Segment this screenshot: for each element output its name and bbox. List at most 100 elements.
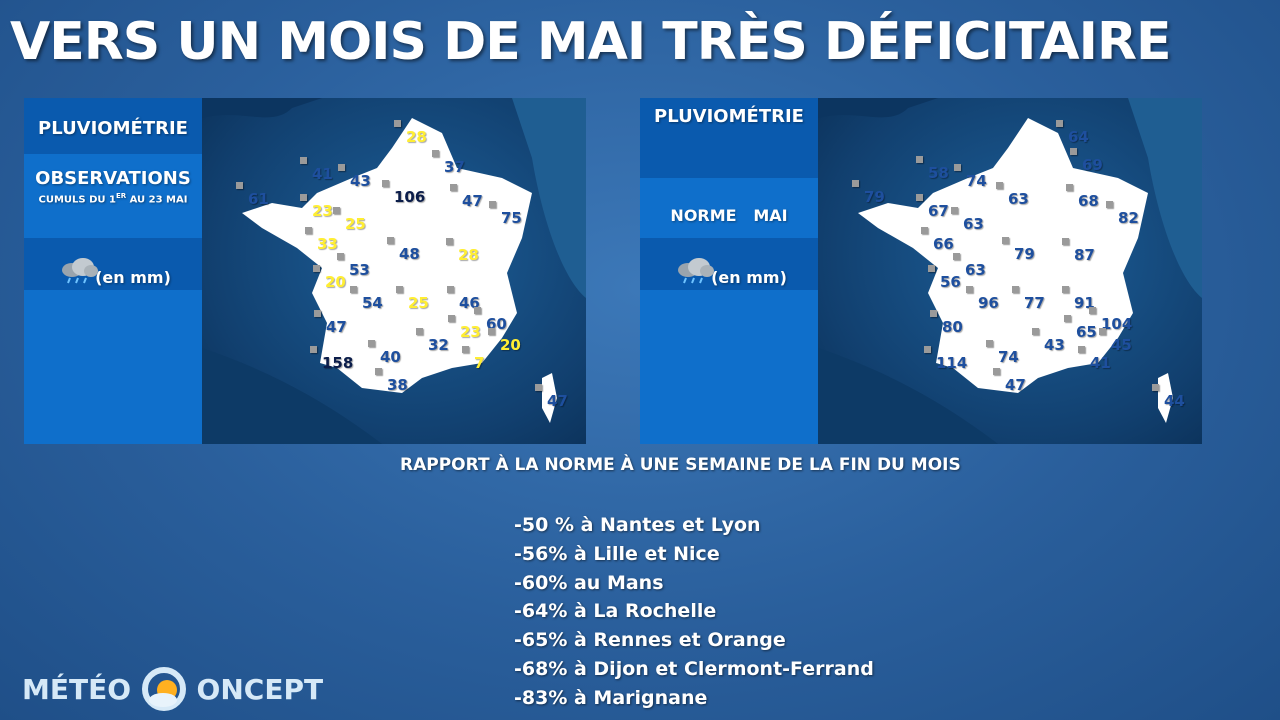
rainfall-value: 87 — [1074, 246, 1095, 264]
rainfall-value: 7 — [474, 354, 485, 372]
station-marker — [236, 182, 243, 189]
rain-cloud-icon — [678, 258, 714, 284]
rainfall-value: 54 — [362, 294, 383, 312]
rainfall-value: 43 — [1044, 336, 1065, 354]
rainfall-value: 47 — [547, 392, 568, 410]
rainfall-value: 23 — [460, 323, 481, 341]
sun-cloud-logo-icon — [141, 667, 186, 711]
rainfall-value: 38 — [387, 376, 408, 394]
stats-list: -50 % à Nantes et Lyon -56% à Lille et N… — [514, 511, 874, 713]
rainfall-value: 74 — [998, 348, 1019, 366]
station-marker — [1032, 328, 1039, 335]
rainfall-value: 69 — [1082, 156, 1103, 174]
meteo-concept-logo: MÉTÉO ONCEPT — [22, 666, 323, 712]
station-marker — [450, 184, 457, 191]
station-marker — [462, 346, 469, 353]
page-title: VERS UN MOIS DE MAI TRÈS DÉFICITAIRE — [10, 12, 1172, 72]
rainfall-value: 106 — [394, 188, 426, 206]
rainfall-value: 66 — [933, 235, 954, 253]
rainfall-value: 158 — [322, 354, 354, 372]
rainfall-value: 20 — [500, 336, 521, 354]
stat-line: -65% à Rennes et Orange — [514, 629, 786, 652]
station-marker — [966, 286, 973, 293]
rainfall-value: 44 — [1164, 392, 1185, 410]
stat-line: -60% au Mans — [514, 571, 664, 594]
rainfall-value: 56 — [940, 273, 961, 291]
unit-label: (en mm) — [95, 268, 171, 287]
station-marker — [432, 150, 439, 157]
norme-text: NORME — [670, 206, 737, 225]
station-marker — [313, 265, 320, 272]
stat-line: -50 % à Nantes et Lyon — [514, 514, 761, 536]
rainfall-value: 28 — [458, 246, 479, 264]
rainfall-value: 104 — [1101, 315, 1133, 333]
station-marker — [930, 310, 937, 317]
stat-line: -56% à Lille et Nice — [514, 542, 720, 565]
rainfall-value: 47 — [462, 192, 483, 210]
rainfall-value: 40 — [380, 348, 401, 366]
stat-line: -83% à Marignane — [514, 686, 708, 709]
station-marker — [382, 180, 389, 187]
station-marker — [416, 328, 423, 335]
station-marker — [916, 156, 923, 163]
rainfall-value: 65 — [1076, 323, 1097, 341]
rainfall-value: 23 — [312, 202, 333, 220]
station-marker — [1012, 286, 1019, 293]
rainfall-value: 37 — [444, 158, 465, 176]
unit-label: (en mm) — [711, 268, 787, 287]
mai-text: MAI — [753, 206, 788, 225]
rainfall-value: 20 — [325, 273, 346, 291]
station-marker — [314, 310, 321, 317]
rainfall-value: 41 — [312, 165, 333, 183]
logo-text-left: MÉTÉO — [22, 672, 132, 706]
station-marker — [951, 207, 958, 214]
sidebar-header-block — [640, 98, 818, 178]
station-marker — [1002, 237, 1009, 244]
observations-sidebar: PLUVIOMÉTRIE OBSERVATIONS CUMULS DU 1ER … — [24, 98, 202, 444]
station-marker — [338, 164, 345, 171]
rainfall-value: 96 — [978, 294, 999, 312]
station-marker — [1089, 307, 1096, 314]
station-marker — [448, 315, 455, 322]
rainfall-value: 114 — [936, 354, 968, 372]
cumuls-label: CUMULS DU 1ER AU 23 MAI — [38, 192, 188, 206]
rainfall-value: 75 — [501, 209, 522, 227]
rain-cloud-icon — [62, 258, 98, 284]
panel-header: PLUVIOMÉTRIE — [654, 106, 804, 127]
normal-panel: PLUVIOMÉTRIE NORME MAI (en mm) 64 69 58 74 6… — [640, 98, 1202, 444]
station-marker — [446, 238, 453, 245]
subtitle: RAPPORT À LA NORME À UNE SEMAINE DE LA F… — [400, 455, 961, 475]
station-marker — [474, 307, 481, 314]
station-marker — [310, 346, 317, 353]
rainfall-value: 61 — [248, 190, 269, 208]
station-marker — [337, 253, 344, 260]
station-marker — [300, 194, 307, 201]
station-marker — [921, 227, 928, 234]
station-marker — [916, 194, 923, 201]
logo-text-right: ONCEPT — [196, 672, 324, 706]
station-marker — [350, 286, 357, 293]
rainfall-value: 63 — [965, 261, 986, 279]
station-marker — [953, 253, 960, 260]
rainfall-value: 79 — [864, 188, 885, 206]
rainfall-value: 43 — [350, 172, 371, 190]
rainfall-value: 82 — [1118, 209, 1139, 227]
sidebar-header-block — [24, 98, 202, 154]
station-marker — [1070, 148, 1077, 155]
rainfall-value: 45 — [1111, 336, 1132, 354]
station-marker — [993, 368, 1000, 375]
stat-line: -68% à Dijon et Clermont-Ferrand — [514, 657, 874, 680]
normal-map: 64 69 58 74 63 68 79 67 63 82 66 79 87 63 56 96 77 91 80 10… — [818, 98, 1202, 444]
station-marker — [1099, 328, 1106, 335]
rainfall-value: 25 — [408, 294, 429, 312]
station-marker — [928, 265, 935, 272]
station-marker — [333, 207, 340, 214]
observations-map: 28 37 41 43 106 47 61 23 25 75 33 48 28 53 20 54 25 46 60 4… — [202, 98, 586, 444]
station-marker — [1064, 315, 1071, 322]
station-marker — [954, 164, 961, 171]
rainfall-value: 63 — [963, 215, 984, 233]
rainfall-value: 33 — [317, 235, 338, 253]
rainfall-value: 80 — [942, 318, 963, 336]
observations-panel: PLUVIOMÉTRIE OBSERVATIONS CUMULS DU 1ER … — [24, 98, 586, 444]
rainfall-value: 77 — [1024, 294, 1045, 312]
